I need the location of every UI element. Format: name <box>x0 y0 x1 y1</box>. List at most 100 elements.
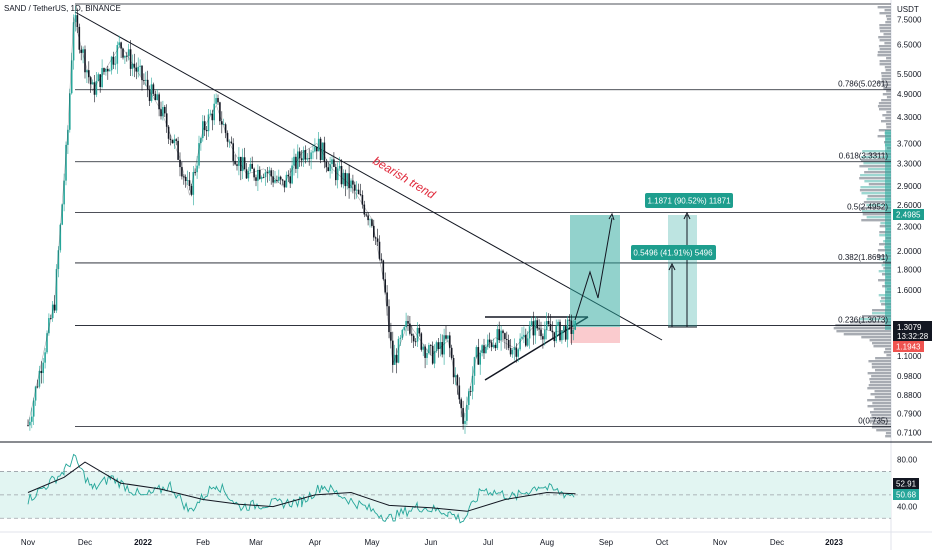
candle-body <box>46 333 48 353</box>
candle-body <box>559 321 561 341</box>
volume-profile-bar <box>863 162 891 165</box>
volume-profile-bar <box>861 210 891 213</box>
volume-profile-bar <box>878 36 891 39</box>
bearish-trendline[interactable] <box>74 11 663 341</box>
price-tick-label: 1.1000 <box>897 352 922 361</box>
candle-body <box>165 113 168 127</box>
candle-body <box>509 347 512 355</box>
projection-path <box>574 217 613 321</box>
candle-body <box>84 49 86 73</box>
candle-body <box>350 180 352 189</box>
candle-body <box>203 121 206 131</box>
time-tick-label: Dec <box>78 538 92 547</box>
candle-body <box>129 49 132 69</box>
volume-profile-bar <box>881 75 891 78</box>
candle-body <box>401 329 404 338</box>
candle-body <box>89 77 92 85</box>
candle-body <box>443 335 445 355</box>
candle-body <box>445 335 447 339</box>
volume-profile-bar <box>886 354 891 357</box>
candle-body <box>511 350 514 355</box>
fib-level-label: 0.618(3.3311) <box>839 152 889 161</box>
candle-body <box>450 347 453 359</box>
long-position-stop-zone[interactable] <box>570 327 620 343</box>
volume-profile-bar <box>871 375 891 378</box>
volume-profile-bar <box>874 396 891 399</box>
candle-body <box>449 335 451 348</box>
stop-price-text: 1.1943 <box>896 343 921 352</box>
candle-body <box>289 176 291 184</box>
candle-body <box>357 189 360 195</box>
candle-body <box>205 130 208 132</box>
volume-profile-bar <box>886 57 891 60</box>
volume-profile-bar <box>866 216 891 219</box>
candle-body <box>469 391 472 392</box>
price-axis[interactable]: 7.5000 6.5000 5.5000 4.9000 4.3000 3.7000 3.30… <box>897 16 922 438</box>
candle-body <box>245 169 248 179</box>
candle-body <box>232 143 234 161</box>
candle-body <box>392 340 394 365</box>
volume-profile-bar <box>885 21 891 24</box>
candle-body <box>390 332 392 341</box>
volume-profile-bar <box>886 18 891 21</box>
volume-profile-bar <box>878 81 891 84</box>
candle-body <box>386 292 388 307</box>
candle-body <box>454 375 457 378</box>
candle-body <box>468 391 470 406</box>
candle-body <box>515 347 518 357</box>
long-position-target-zone[interactable] <box>570 215 620 327</box>
rsi-value-tag-2 <box>893 489 919 500</box>
candle-body <box>107 68 109 72</box>
volume-profile-bar <box>881 99 891 102</box>
volume-profile-bar <box>866 153 891 156</box>
candle-body <box>464 420 466 424</box>
candle-body <box>173 139 176 144</box>
volume-profile-bar <box>867 405 891 408</box>
candle-body <box>67 129 69 145</box>
candle-body <box>118 42 120 46</box>
volume-profile-bar <box>877 54 891 57</box>
candle-body <box>564 326 567 340</box>
candle-body <box>329 164 331 172</box>
candle-body <box>376 238 379 242</box>
candle-body <box>285 174 288 188</box>
price-tick-label: 6.5000 <box>897 41 922 50</box>
target-box-zone[interactable] <box>668 215 697 327</box>
symbol-title[interactable]: SAND / TetherUS, 1D, BINANCE <box>4 4 121 13</box>
candle-body <box>420 333 423 350</box>
fib-level-label: 0.382(1.8691) <box>838 253 888 262</box>
candle-body <box>146 79 149 90</box>
volume-profile-bar <box>871 363 891 366</box>
volume-profile-bar <box>871 414 891 417</box>
candle-body <box>148 89 151 101</box>
candle-body <box>424 346 426 358</box>
candle-body <box>323 142 326 162</box>
volume-profile-bar <box>877 105 891 108</box>
candle-body <box>431 345 434 364</box>
candle-body <box>335 166 337 181</box>
candle-body <box>295 156 297 169</box>
volume-profile-bar <box>885 15 891 18</box>
candle-body <box>190 185 193 195</box>
candle-body <box>181 167 183 177</box>
candle-body <box>542 336 544 340</box>
candle-body <box>504 333 506 340</box>
fibonacci-retracement[interactable]: 0.786(5.0261) 0.618(3.3311) 0.5(2.4952) 0.3… <box>75 3 891 427</box>
time-axis[interactable]: Nov Dec 2022 Feb Mar Apr May Jun Jul Aug Sep Oct Nov… <box>21 538 844 547</box>
candle-body <box>105 68 107 72</box>
candle-body <box>388 306 390 333</box>
candle-body <box>169 138 172 140</box>
candle-body <box>483 345 485 354</box>
candle-body <box>224 124 227 133</box>
volume-profile-bar <box>878 108 891 111</box>
price-tick-label: 2.3000 <box>897 223 922 232</box>
candle-body <box>120 42 122 49</box>
candle-body <box>241 157 244 172</box>
candle-body <box>530 321 533 327</box>
candle-body <box>407 321 409 324</box>
volume-profile-bar <box>869 420 891 423</box>
candle-body <box>338 166 341 169</box>
candle-body <box>547 321 550 325</box>
price-tick-label: 2.6000 <box>897 201 922 210</box>
